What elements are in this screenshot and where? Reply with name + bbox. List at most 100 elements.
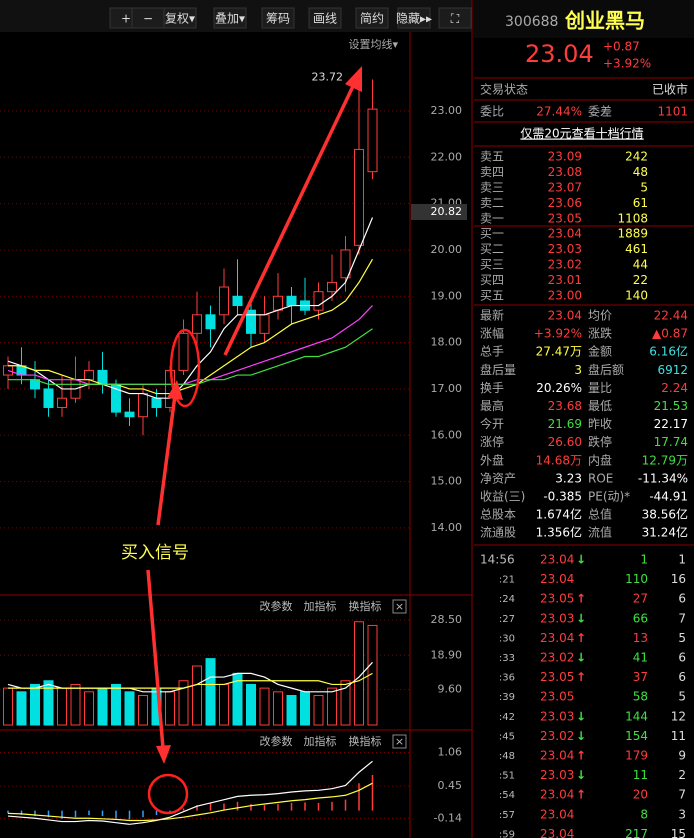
tick-count: 3 [678,807,686,821]
ma-line [7,305,373,385]
tick-volume: 8 [640,807,648,821]
stock-change: +0.87 [603,40,640,54]
cursor-box [411,203,467,220]
tick-volume: 41 [633,651,648,665]
tick-price: 23.03 [540,709,574,723]
stat-label: 金额 [588,344,612,359]
close-button[interactable]: × [395,735,404,748]
stat-value: 26.60 [548,435,582,449]
volume-bar [178,680,189,726]
arrow [156,394,177,526]
candle-body [43,388,54,408]
volume-bar [43,680,54,726]
annotations [146,66,362,815]
book-volume: 5 [640,181,648,195]
toolbar-button[interactable]: 筹码 [266,12,290,26]
tick-price: 23.02 [540,651,574,665]
panel-tool[interactable]: 换指标 [349,734,382,748]
tick-time: :45 [499,731,515,742]
panel-tool[interactable]: 加指标 [304,599,337,613]
candle-body [273,295,283,311]
stat-label: 涨幅 [480,326,504,341]
ma-line [8,672,373,689]
toolbar-button[interactable]: 画线 [313,12,337,26]
stat-label: 量比 [588,381,612,395]
book-label: 卖三 [480,181,504,195]
book-label: 卖五 [480,150,504,164]
stat-label: 均价 [588,309,612,323]
tick-time: :57 [499,810,515,821]
stat-label: 净资产 [480,471,516,485]
book-label: 卖一 [480,212,504,226]
diff-value: 1101 [657,105,688,119]
stat-value: +3.92% [534,327,582,341]
stat-label: 流值 [588,525,612,540]
tick-time: :33 [499,653,515,664]
y-tick-label: 18.90 [431,648,463,661]
panel-tool[interactable]: 加指标 [304,734,337,748]
tick-volume: 11 [633,768,648,782]
panel-tool[interactable]: 换指标 [349,599,382,613]
stat-label: 最新 [480,308,504,323]
arrow-head [345,66,362,92]
tick-count: 9 [678,749,686,763]
candle-body [178,332,189,371]
tick-volume: 1 [640,553,648,567]
toolbar-button[interactable]: 简约 [360,11,384,26]
close-box [392,599,407,614]
toolbar-button[interactable]: + [121,12,131,26]
toolbar-button-bg [163,7,197,29]
tick-arrow: ↑ [576,788,586,802]
stat-label: 最低 [588,399,612,413]
book-price: 23.07 [548,181,582,195]
tick-count: 6 [678,651,686,665]
tick-volume: 58 [633,690,648,704]
tick-price: 23.03 [540,768,574,782]
tick-count: 12 [671,709,686,723]
ma-line [8,258,374,395]
book-volume: 1889 [617,227,648,241]
signal-circle [169,328,201,408]
tick-price: 23.04 [540,572,574,586]
volume-bar [246,683,256,726]
toolbar-button[interactable]: − [143,12,153,26]
stat-value: 22.44 [654,309,688,323]
tick-volume: 144 [625,709,648,723]
stat-label: 总值 [588,507,612,522]
book-price: 23.08 [548,165,582,179]
panel-tool[interactable]: 改参数 [260,599,293,613]
panel-tool[interactable]: 改参数 [260,734,293,748]
ma-setting[interactable]: 设置均线▾ [348,37,398,51]
toolbar-button[interactable]: 叠加▾ [215,12,245,26]
tick-price: 23.04 [540,631,574,645]
tick-arrow: ↓ [576,611,586,625]
close-button[interactable]: × [395,600,404,613]
y-tick-label: 20.00 [431,243,463,256]
stat-value: 31.24亿 [642,525,688,540]
tick-time: :24 [499,594,515,605]
book-label: 买一 [480,227,504,241]
book-price: 23.05 [548,212,582,226]
close-box [392,734,407,749]
book-price: 23.06 [548,196,582,210]
volume-bar [97,687,108,726]
tick-count: 6 [678,670,686,684]
book-price: 23.02 [548,258,582,272]
volume-bar [327,687,337,726]
promo-link[interactable]: 仅需20元查看十档行情 [520,127,643,141]
candle-body [138,393,148,418]
candle-body [57,397,67,408]
toolbar-button-bg [397,7,431,29]
tick-volume: 20 [633,788,648,802]
status-value: 已收市 [652,82,688,97]
toolbar-button[interactable]: ⛶ [450,12,460,26]
y-tick-label: 14.00 [431,521,463,534]
toolbar-button[interactable]: 隐藏▸▸ [396,12,432,26]
toolbar-button[interactable]: 复权▾ [165,12,195,26]
stat-value: 3 [574,363,582,377]
tick-count: 6 [678,592,686,606]
stat-value: 2.24 [661,381,688,395]
candle-body [124,411,135,418]
y-tick-label: 9.60 [438,683,463,696]
stat-label: 跌停 [588,434,612,449]
